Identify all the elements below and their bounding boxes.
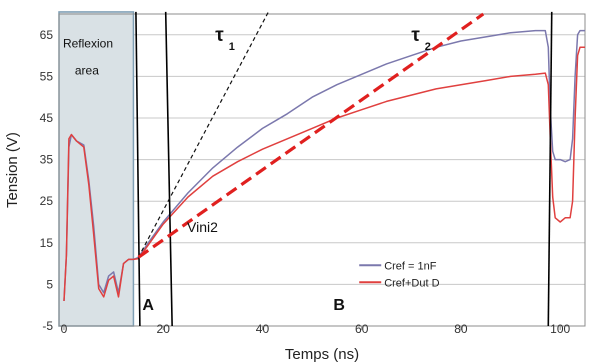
- reflexion-area: [58, 11, 135, 327]
- tau2-subscript: 2: [425, 41, 431, 53]
- tau1-tangent-line: [137, 11, 269, 258]
- y-axis-title: Tension (V): [4, 132, 21, 208]
- x-tick-label: 0: [61, 322, 68, 336]
- plot-frame: [58, 13, 586, 327]
- legend: Cref = 1nF Cref+Dut D: [359, 260, 440, 289]
- x-tick-label: 60: [355, 322, 369, 336]
- y-tick-label: -5: [42, 319, 53, 333]
- legend-label: Cref+Dut D: [384, 277, 439, 289]
- reflexion-area-label-line1: Reflexion: [63, 36, 113, 50]
- x-tick-label: 20: [157, 322, 171, 336]
- y-tick-label: 15: [40, 236, 54, 250]
- tau2-label: τ: [411, 25, 420, 46]
- y-tick-label: 5: [46, 277, 53, 291]
- y-tick-label: 65: [40, 28, 54, 42]
- boundary-line-start-a: [135, 11, 141, 327]
- tau2-tangent-line: [137, 12, 485, 259]
- x-tick-label: 40: [256, 322, 270, 336]
- legend-label: Cref = 1nF: [384, 260, 437, 272]
- x-tick-label: 80: [454, 322, 468, 336]
- tau1-label: τ: [215, 25, 224, 46]
- tau1-subscript: 1: [229, 41, 235, 53]
- vini2-label: Vini2: [187, 219, 218, 235]
- axis-layer: -5 5 15 25 35 45 55 65 0 20 40 60 80 100: [40, 13, 586, 336]
- x-tick-label: 100: [550, 322, 570, 336]
- x-axis-title: Temps (ns): [285, 346, 359, 363]
- series-line-2: [63, 46, 585, 302]
- y-tick-label: 55: [40, 69, 54, 83]
- boundary-line-end-a: [164, 11, 173, 327]
- y-tick-label: 45: [40, 111, 54, 125]
- phase-a-label: A: [142, 297, 154, 314]
- boundary-line-end-b: [547, 11, 553, 327]
- y-tick-label: 25: [40, 194, 54, 208]
- series-layer: [63, 29, 585, 302]
- phase-b-label: B: [333, 297, 345, 314]
- reflexion-area-label-line2: area: [75, 63, 99, 77]
- y-tick-label: 35: [40, 153, 54, 167]
